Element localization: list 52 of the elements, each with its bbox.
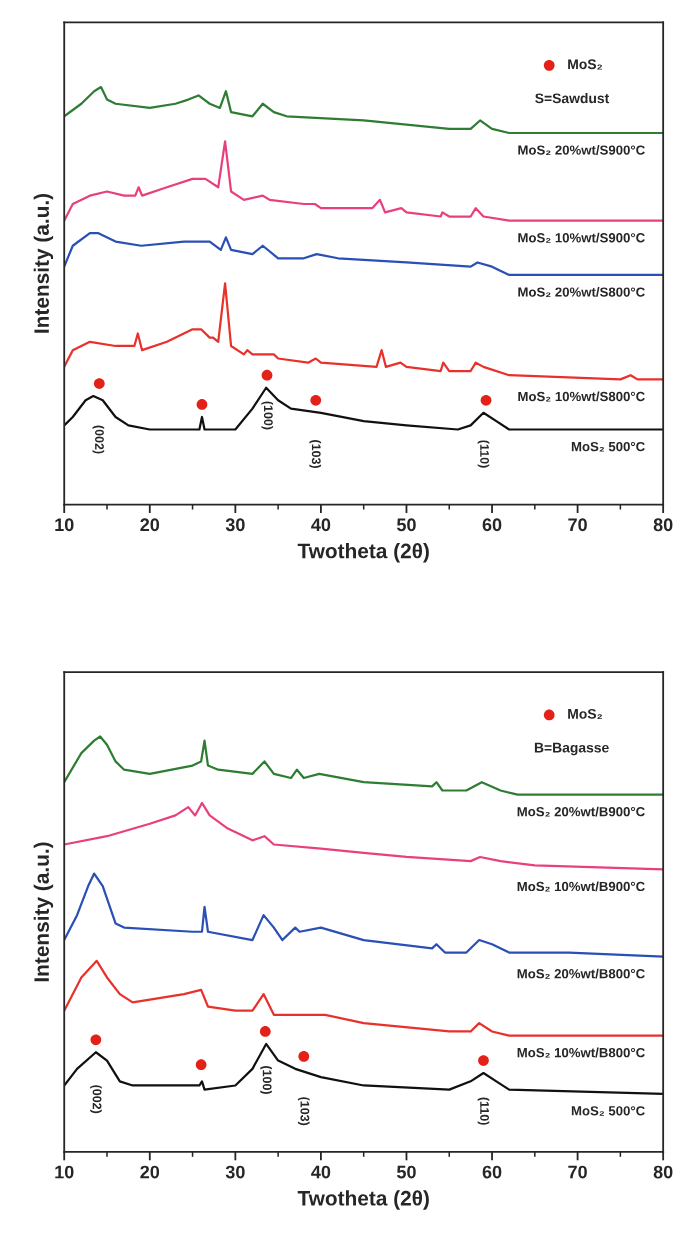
x-tick-label: 30 (225, 518, 245, 532)
x-tick-label: 60 (482, 1165, 502, 1179)
x-tick-label: 70 (568, 1165, 587, 1179)
series-label: MoS₂ 20%wt/B900°C (517, 806, 645, 817)
annotation: (103) (297, 1097, 310, 1126)
x-tick-label: 50 (396, 518, 416, 532)
annotation: (110) (477, 1097, 490, 1125)
y-axis-title: Intensity (a.u.) (33, 193, 54, 333)
x-tick-label: 60 (482, 518, 502, 532)
point (298, 1051, 310, 1062)
x-tick-label: 50 (396, 1165, 416, 1179)
annotation: S=Sawdust (535, 93, 610, 104)
series-label: MoS₂ 500°C (571, 1106, 645, 1116)
legend-label: MoS₂ (568, 59, 603, 70)
x-tick-label: 10 (55, 518, 74, 532)
annotation: B=Bagasse (534, 742, 609, 756)
annotation: (103) (309, 440, 321, 468)
annotation: (110) (477, 440, 490, 468)
x-tick-label: 20 (140, 1165, 160, 1179)
point (259, 1026, 271, 1037)
annotation: (002) (90, 1085, 102, 1114)
x-tick-label: 30 (225, 1165, 245, 1179)
point (310, 394, 322, 406)
series-label: MoS₂ 10%wt/S900°C (518, 232, 645, 243)
x-tick-label: 10 (55, 1165, 74, 1179)
x-tick-label: 70 (568, 518, 587, 532)
point (90, 1034, 102, 1046)
point (480, 394, 492, 406)
series-label: MoS₂ 20%wt/B800°C (517, 968, 645, 979)
series-label: MoS₂ 20%wt/S900°C (518, 145, 645, 156)
point (93, 378, 105, 389)
annotation: (100) (260, 1066, 272, 1094)
x-tick-label: 40 (311, 518, 331, 532)
x-tick-label: 80 (653, 1165, 673, 1179)
x-axis-title: Twotheta (2θ) (297, 1190, 429, 1210)
point (261, 369, 273, 381)
point (196, 399, 208, 410)
point (478, 1055, 489, 1066)
series-label: MoS₂ 10%wt/B900°C (517, 881, 645, 892)
series-label: MoS₂ 10%wt/S800°C (518, 391, 645, 402)
x-tick-label: 40 (311, 1165, 331, 1179)
x-tick-label: 20 (140, 518, 160, 532)
y-axis-title: Intensity (a.u.) (33, 842, 54, 982)
annotation: (100) (261, 401, 274, 430)
series-label: MoS₂ 20%wt/S800°C (518, 287, 645, 298)
x-axis-title: Twotheta (2θ) (297, 543, 429, 563)
annotation: (002) (92, 425, 105, 454)
series-label: MoS₂ 10%wt/B800°C (517, 1047, 645, 1058)
point (195, 1059, 207, 1071)
legend-label: MoS₂ (568, 708, 603, 720)
series-label: MoS₂ 500°C (571, 441, 645, 452)
x-tick-label: 80 (653, 518, 673, 532)
